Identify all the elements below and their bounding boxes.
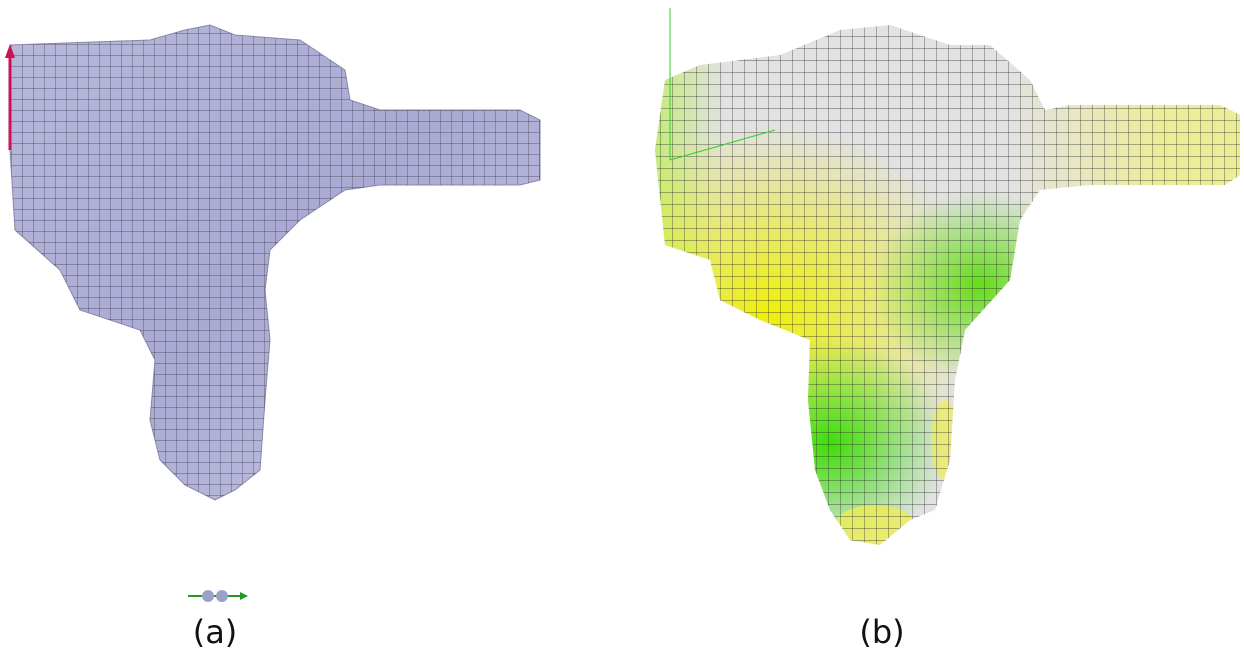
axis-icon <box>188 590 248 602</box>
panel-label: (b) <box>859 613 904 651</box>
panel-b: (b) <box>650 8 1244 651</box>
mesh-grid <box>650 20 1244 550</box>
page: (a) (b) (() => { const data = JSON.parse… <box>0 0 1244 652</box>
panel-label: (a) <box>193 613 238 651</box>
figure: (a) (b) <box>0 0 1244 652</box>
mesh-grid <box>10 25 540 500</box>
panel-a: (a) <box>5 25 540 651</box>
